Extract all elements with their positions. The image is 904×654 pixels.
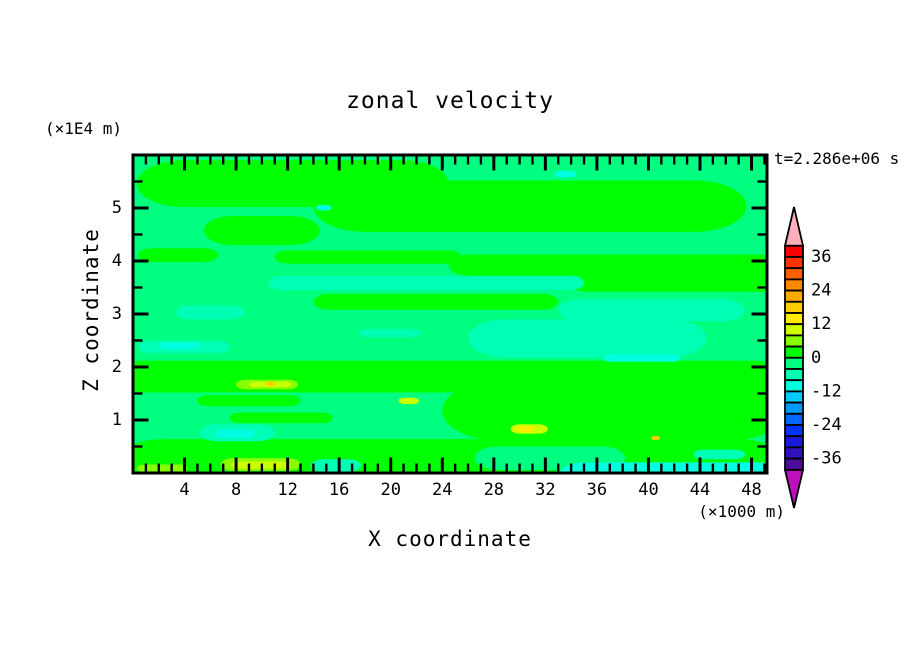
contour-region--8..-4 bbox=[359, 328, 421, 338]
colorbar-label: -36 bbox=[811, 449, 842, 469]
colorbar-segment bbox=[784, 390, 804, 404]
x-tick-label: 12 bbox=[277, 480, 297, 500]
x-tick-label: 44 bbox=[690, 480, 710, 500]
contour-region-16..20 bbox=[651, 435, 661, 441]
y-tick-label: 4 bbox=[112, 251, 122, 271]
colorbar-segment bbox=[784, 446, 804, 460]
contour-region--8..-4 bbox=[468, 319, 707, 358]
contour-region--12..-8 bbox=[554, 170, 577, 178]
x-tick-label: 48 bbox=[741, 480, 761, 500]
colorbar-segment bbox=[784, 244, 804, 258]
contour-region--8..-4 bbox=[268, 275, 585, 291]
contour-region--8..-4 bbox=[175, 305, 246, 320]
colorbar-label: -12 bbox=[811, 381, 842, 401]
colorbar-label: 0 bbox=[811, 348, 821, 368]
colorbar-segment bbox=[784, 278, 804, 292]
plot-frame bbox=[131, 153, 769, 475]
contour-region-0..4 bbox=[313, 293, 559, 310]
contour-region--12..-8 bbox=[160, 342, 201, 349]
contour-region-0..4 bbox=[448, 254, 766, 276]
colorbar-label: 36 bbox=[811, 247, 831, 267]
time-annotation: t=2.286e+06 s bbox=[774, 149, 900, 168]
colorbar-segment bbox=[784, 300, 804, 314]
contour-region--12..-8 bbox=[315, 204, 332, 211]
x-tick-label: 24 bbox=[432, 480, 452, 500]
colorbar-segment bbox=[784, 289, 804, 303]
colorbar-under-arrow bbox=[783, 468, 805, 509]
contour-region-0..4 bbox=[197, 395, 301, 407]
colorbar-segment bbox=[784, 424, 804, 438]
contour-region-0..4 bbox=[229, 412, 333, 424]
colorbar-label: 12 bbox=[811, 314, 831, 334]
contour-field bbox=[134, 156, 766, 472]
y-tick-label: 3 bbox=[112, 304, 122, 324]
x-tick-label: 28 bbox=[484, 480, 504, 500]
colorbar-segment bbox=[784, 435, 804, 449]
colorbar-segment bbox=[784, 334, 804, 348]
x-tick-label: 32 bbox=[535, 480, 555, 500]
contour-region--8..-4 bbox=[310, 459, 362, 472]
contour-region-0..4 bbox=[274, 250, 462, 264]
contour-region-4..8 bbox=[136, 464, 188, 472]
colorbar-segment bbox=[784, 379, 804, 393]
contour-region-0..4 bbox=[571, 275, 766, 292]
colorbar-segment bbox=[784, 312, 804, 326]
y-axis-unit: (×1E4 m) bbox=[45, 119, 123, 138]
colorbar-segment bbox=[784, 412, 804, 426]
colorbar-segment bbox=[784, 457, 804, 471]
contour-region-0..4 bbox=[138, 248, 219, 263]
x-tick-label: 36 bbox=[587, 480, 607, 500]
contour-region-16..20 bbox=[265, 381, 275, 387]
contour-region-0..4 bbox=[313, 180, 747, 232]
contour-region-0..4 bbox=[203, 215, 320, 246]
colorbar: 36 24 12 0 -12 -24 -36 bbox=[783, 206, 842, 509]
colorbar-segment bbox=[784, 368, 804, 382]
colorbar-segment bbox=[784, 356, 804, 370]
y-axis-title: Z coordinate bbox=[79, 228, 103, 392]
contour-region--12..-8 bbox=[603, 354, 681, 362]
colorbar-segment bbox=[784, 267, 804, 281]
contour-region--8..-4 bbox=[558, 299, 746, 322]
colorbar-label: -24 bbox=[811, 415, 842, 435]
contour-region-12..16 bbox=[517, 426, 534, 432]
colorbar-segment bbox=[784, 323, 804, 337]
colorbar-segment bbox=[784, 345, 804, 359]
y-tick-label: 1 bbox=[112, 410, 122, 430]
x-tick-label: 16 bbox=[329, 480, 349, 500]
y-tick-label: 2 bbox=[112, 357, 122, 377]
y-tick-label: 5 bbox=[112, 198, 122, 218]
colorbar-segment bbox=[784, 401, 804, 415]
x-axis-unit: (×1000 m) bbox=[698, 502, 785, 521]
x-tick-label: 8 bbox=[231, 480, 241, 500]
axis-ticks bbox=[134, 156, 766, 472]
x-tick-label: 4 bbox=[179, 480, 189, 500]
contour-region-8..12 bbox=[230, 461, 291, 469]
x-tick-label: 40 bbox=[638, 480, 658, 500]
colorbar-over-arrow bbox=[783, 206, 805, 247]
chart-title: zonal velocity bbox=[346, 88, 554, 114]
contour-region--8..-4 bbox=[693, 449, 746, 460]
contour-region-0..4 bbox=[442, 380, 766, 442]
contour-region-8..12 bbox=[398, 397, 420, 405]
contour-region--12..-8 bbox=[215, 429, 256, 439]
colorbar-label: 24 bbox=[811, 281, 831, 301]
x-tick-label: 20 bbox=[380, 480, 400, 500]
x-axis-title: X coordinate bbox=[368, 527, 532, 551]
colorbar-segment bbox=[784, 256, 804, 270]
